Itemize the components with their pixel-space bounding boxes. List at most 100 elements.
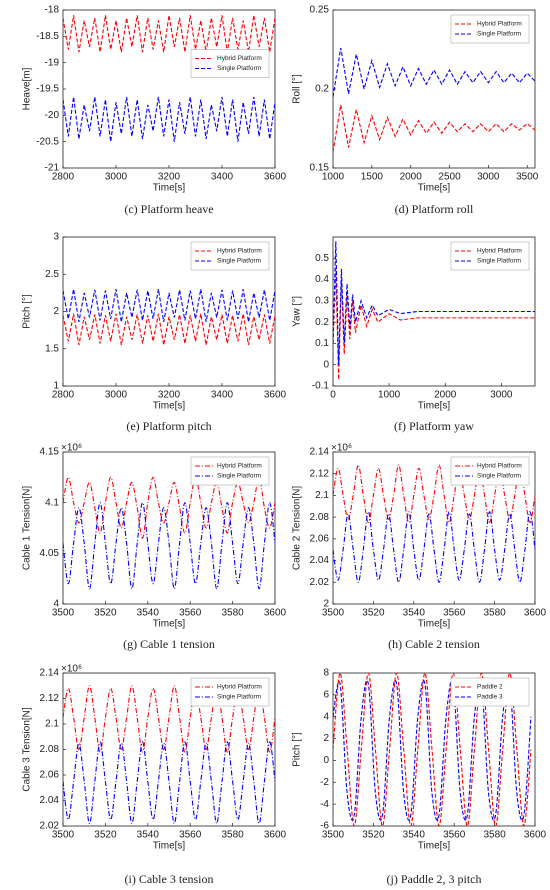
- series-line: [333, 680, 532, 821]
- y-axis-label: Cable 1 Tension[N]: [22, 486, 33, 571]
- y-tick-label: 2.08: [310, 512, 330, 523]
- y-tick-label: -2: [320, 777, 329, 788]
- y-tick-label: 2: [323, 733, 329, 744]
- chart-panel: 1000 1500 2000 2500 3000 3500 0.15 0.2 0.25 Time[…: [292, 5, 539, 216]
- y-tick-label: 2: [53, 306, 59, 317]
- y-tick-label: 4.15: [40, 447, 60, 458]
- y-tick-label: 2.04: [310, 555, 330, 566]
- legend: Hybrid Platform Single Platform: [190, 456, 270, 486]
- y-tick-label: 0.1: [315, 338, 329, 349]
- y-tick-label: -20.5: [36, 136, 59, 147]
- x-tick-label: 3600: [264, 390, 287, 401]
- y-tick-label: 2.02: [310, 577, 330, 588]
- x-tick-label: 3400: [211, 390, 234, 401]
- x-tick-label: 3560: [443, 608, 466, 619]
- y-axis-label: Pitch [°]: [22, 294, 33, 329]
- legend-label: Single Platform: [477, 31, 521, 38]
- caption: (d) Platform roll: [395, 202, 474, 216]
- series-line: [63, 313, 275, 346]
- y-tick-label: -4: [320, 799, 329, 810]
- x-tick-label: 3520: [362, 830, 385, 841]
- x-tick-label: 3400: [211, 172, 234, 183]
- legend-label: Single Platform: [217, 694, 261, 701]
- series-group: [333, 673, 532, 826]
- y-tick-label: 2.12: [40, 693, 60, 704]
- y-tick-label: 0.25: [310, 5, 330, 16]
- x-tick-label: 3600: [264, 608, 287, 619]
- y-tick-label: 0: [323, 755, 329, 766]
- legend: Hybrid Platform Single Platform: [450, 241, 530, 271]
- y-tick-label: -19.5: [36, 84, 59, 95]
- y-tick-label: 2.1: [45, 719, 59, 730]
- y-tick-label: 4: [323, 711, 329, 722]
- x-axis-label: Time[s]: [418, 841, 451, 852]
- x-tick-label: 3560: [443, 830, 466, 841]
- x-tick-label: 3000: [490, 390, 513, 401]
- series-group: [63, 289, 275, 346]
- caption: (g) Cable 1 tension: [123, 637, 215, 651]
- legend: Hybrid Platform Single Platform: [190, 677, 270, 707]
- y-tick-label: 1.5: [45, 343, 59, 354]
- series-line: [333, 511, 535, 583]
- y-axis-label: Yaw [°]: [292, 296, 303, 327]
- y-tick-label: 2.5: [45, 269, 59, 280]
- y-tick-label: 0.15: [310, 163, 330, 174]
- legend-label: Paddle 3: [477, 694, 503, 701]
- x-tick-label: 3600: [264, 830, 287, 841]
- series-line: [333, 241, 535, 365]
- y-multiplier: ×10⁶: [61, 664, 82, 675]
- x-tick-label: 1000: [322, 172, 345, 183]
- x-tick-label: 3500: [52, 830, 75, 841]
- y-tick-label: 2.04: [40, 795, 60, 806]
- series-group: [63, 15, 275, 142]
- y-tick-label: 2.1: [315, 490, 329, 501]
- x-axis-label: Time[s]: [153, 183, 186, 194]
- x-axis-label: Time[s]: [418, 401, 451, 412]
- x-axis-label: Time[s]: [153, 401, 186, 412]
- series-line: [63, 15, 275, 53]
- x-tick-label: 2500: [438, 172, 461, 183]
- series-line: [63, 502, 275, 590]
- y-tick-label: 0.2: [315, 317, 329, 328]
- x-axis-label: Time[s]: [418, 183, 451, 194]
- y-tick-label: 2.08: [40, 744, 60, 755]
- caption: (f) Platform yaw: [394, 419, 474, 433]
- series-group: [333, 47, 535, 153]
- legend-label: Single Platform: [477, 473, 521, 480]
- legend: Hybrid Platform Single Platform: [450, 456, 530, 486]
- x-tick-label: 3200: [158, 390, 181, 401]
- y-tick-label: 2.12: [310, 468, 330, 479]
- y-tick-label: 6: [323, 689, 329, 700]
- series-line: [63, 476, 275, 539]
- series-line: [63, 289, 275, 323]
- y-tick-label: 0: [323, 359, 329, 370]
- legend: Hybrid Platform Single Platform: [190, 49, 270, 78]
- x-tick-label: 3540: [403, 830, 426, 841]
- caption: (c) Platform heave: [124, 202, 213, 216]
- legend: Hybrid Platform Single Platform: [190, 241, 270, 271]
- y-tick-label: -18: [45, 5, 60, 16]
- y-tick-label: 0.3: [315, 295, 329, 306]
- x-tick-label: 3000: [105, 390, 128, 401]
- legend-box: [450, 241, 530, 271]
- y-axis-label: Cable 2 Tension[N]: [292, 486, 303, 571]
- x-tick-label: 3580: [221, 830, 244, 841]
- x-tick-label: 3000: [477, 172, 500, 183]
- y-tick-label: 2.14: [310, 447, 330, 458]
- legend-label: Single Platform: [217, 258, 261, 265]
- y-tick-label: -18.5: [36, 31, 59, 42]
- y-tick-label: 1: [53, 381, 59, 392]
- legend-label: Hybrid Platform: [217, 684, 262, 691]
- y-tick-label: -21: [45, 163, 60, 174]
- x-axis-label: Time[s]: [153, 619, 186, 630]
- legend-label: Hybrid Platform: [477, 21, 522, 28]
- series-group: [63, 476, 275, 590]
- chart-panel: 3500 3520 3540 3560 3580 3600 -6 -4 -2 0 2 4 6 8 Time[…: [292, 668, 547, 886]
- y-tick-label: 3: [53, 232, 59, 243]
- y-tick-label: 2.14: [40, 668, 60, 679]
- series-line: [333, 47, 535, 97]
- x-tick-label: 1000: [378, 390, 401, 401]
- y-tick-label: 0.5: [315, 253, 329, 264]
- y-tick-label: -20: [45, 110, 60, 121]
